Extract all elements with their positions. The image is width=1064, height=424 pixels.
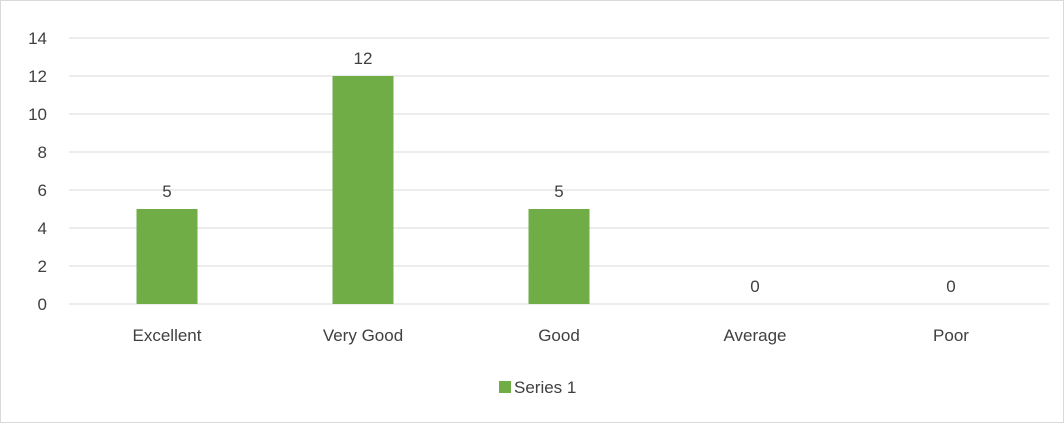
- y-tick-label: 0: [38, 295, 47, 314]
- bar-good: [528, 209, 590, 304]
- y-tick-label: 10: [28, 105, 47, 124]
- x-tick-label: Poor: [933, 326, 969, 345]
- y-tick-label: 14: [28, 29, 47, 48]
- y-tick-label: 2: [38, 257, 47, 276]
- x-tick-label: Very Good: [323, 326, 403, 345]
- x-tick-label: Good: [538, 326, 580, 345]
- legend-label: Series 1: [514, 378, 576, 397]
- data-label: 5: [162, 182, 171, 201]
- data-label: 12: [354, 49, 373, 68]
- x-axis-tick-labels: Excellent Very Good Good Average Poor: [133, 326, 970, 345]
- y-tick-label: 12: [28, 67, 47, 86]
- bar-excellent: [136, 209, 198, 304]
- bars: [136, 76, 590, 304]
- y-axis-tick-labels: 0 2 4 6 8 10 12 14: [28, 29, 47, 314]
- data-labels: 5 12 5 0 0: [162, 49, 955, 296]
- y-tick-label: 4: [38, 219, 47, 238]
- y-tick-label: 8: [38, 143, 47, 162]
- bar-very-good: [332, 76, 394, 304]
- y-tick-label: 6: [38, 181, 47, 200]
- legend: Series 1: [499, 378, 576, 397]
- data-label: 0: [946, 277, 955, 296]
- data-label: 0: [750, 277, 759, 296]
- x-tick-label: Average: [723, 326, 786, 345]
- legend-swatch: [499, 381, 511, 393]
- data-label: 5: [554, 182, 563, 201]
- x-tick-label: Excellent: [133, 326, 202, 345]
